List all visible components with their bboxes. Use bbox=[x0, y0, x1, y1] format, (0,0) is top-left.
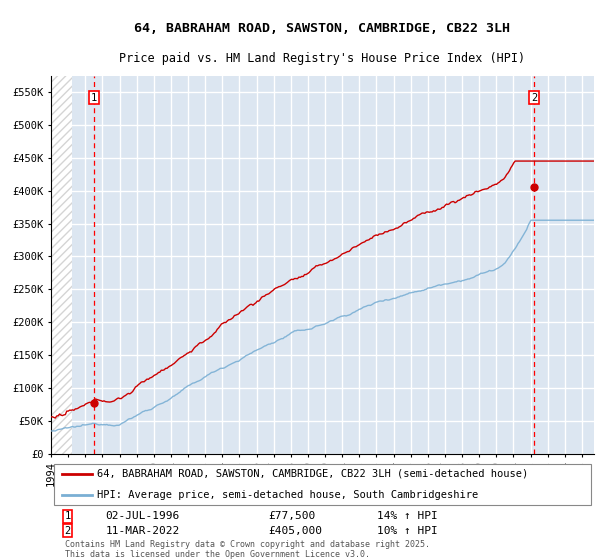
Bar bbox=[51, 76, 71, 454]
Text: 2: 2 bbox=[531, 92, 537, 102]
Text: HPI: Average price, semi-detached house, South Cambridgeshire: HPI: Average price, semi-detached house,… bbox=[97, 490, 478, 500]
Text: Price paid vs. HM Land Registry's House Price Index (HPI): Price paid vs. HM Land Registry's House … bbox=[119, 52, 526, 65]
Text: 1: 1 bbox=[91, 92, 97, 102]
Text: Contains HM Land Registry data © Crown copyright and database right 2025.
This d: Contains HM Land Registry data © Crown c… bbox=[65, 540, 430, 559]
Text: 64, BABRAHAM ROAD, SAWSTON, CAMBRIDGE, CB22 3LH: 64, BABRAHAM ROAD, SAWSTON, CAMBRIDGE, C… bbox=[134, 22, 511, 35]
Text: 10% ↑ HPI: 10% ↑ HPI bbox=[377, 526, 437, 536]
Text: 2: 2 bbox=[65, 526, 71, 536]
Text: 64, BABRAHAM ROAD, SAWSTON, CAMBRIDGE, CB22 3LH (semi-detached house): 64, BABRAHAM ROAD, SAWSTON, CAMBRIDGE, C… bbox=[97, 469, 529, 479]
Text: £77,500: £77,500 bbox=[268, 511, 316, 521]
Text: 11-MAR-2022: 11-MAR-2022 bbox=[106, 526, 179, 536]
Text: 02-JUL-1996: 02-JUL-1996 bbox=[106, 511, 179, 521]
Text: 1: 1 bbox=[65, 511, 71, 521]
Bar bbox=[51, 76, 71, 454]
Text: 14% ↑ HPI: 14% ↑ HPI bbox=[377, 511, 437, 521]
FancyBboxPatch shape bbox=[54, 464, 591, 505]
Text: £405,000: £405,000 bbox=[268, 526, 322, 536]
